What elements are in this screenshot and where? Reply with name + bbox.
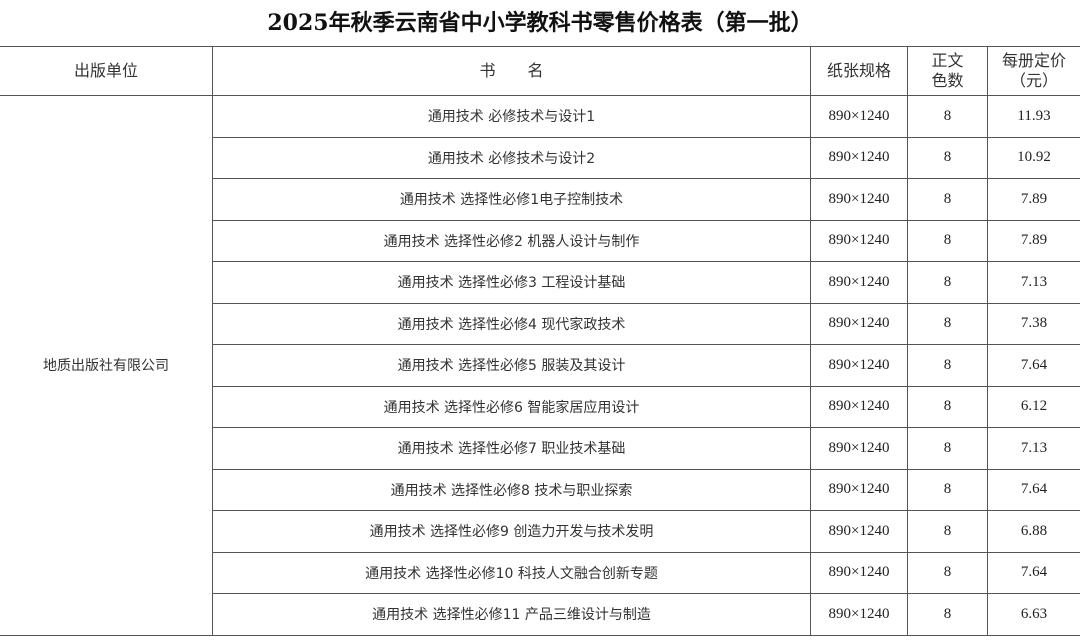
color-count-cell: 8 <box>907 136 988 179</box>
paper-size-cell: 890×1240 <box>810 385 908 428</box>
price-cell: 7.64 <box>987 551 1080 594</box>
price-cell: 10.92 <box>987 136 1080 179</box>
paper-size-cell: 890×1240 <box>810 593 908 636</box>
color-count-cell: 8 <box>907 178 988 221</box>
book-name-cell: 通用技术 选择性必修7 职业技术基础 <box>212 427 811 470</box>
price-cell: 7.64 <box>987 468 1080 511</box>
book-name-cell: 通用技术 选择性必修3 工程设计基础 <box>212 261 811 304</box>
color-count-cell: 8 <box>907 302 988 345</box>
color-count-cell: 8 <box>907 427 988 470</box>
book-name-cell: 通用技术 选择性必修1电子控制技术 <box>212 178 811 221</box>
price-cell: 7.89 <box>987 178 1080 221</box>
book-name-cell: 通用技术 必修技术与设计1 <box>212 95 811 138</box>
publisher-cell: 地质出版社有限公司 <box>0 95 213 636</box>
header-color-count: 正文色数 <box>907 46 988 96</box>
price-cell: 7.13 <box>987 261 1080 304</box>
book-name-cell: 通用技术 选择性必修11 产品三维设计与制造 <box>212 593 811 636</box>
color-count-cell: 8 <box>907 551 988 594</box>
book-name-cell: 通用技术 选择性必修5 服装及其设计 <box>212 344 811 387</box>
book-name-cell: 通用技术 选择性必修9 创造力开发与技术发明 <box>212 510 811 553</box>
color-count-cell: 8 <box>907 344 988 387</box>
page-title: 2025年秋季云南省中小学教科书零售价格表（第一批） <box>267 10 813 36</box>
price-table: 出版单位 书 名 纸张规格 正文色数 每册定价（元） 地质出版社有限公司 通用技术… <box>0 46 1080 636</box>
paper-size-cell: 890×1240 <box>810 468 908 511</box>
paper-size-cell: 890×1240 <box>810 427 908 470</box>
paper-size-cell: 890×1240 <box>810 261 908 304</box>
paper-size-cell: 890×1240 <box>810 136 908 179</box>
table-row: 地质出版社有限公司 通用技术 必修技术与设计1 890×1240 8 11.93 <box>0 95 1080 636</box>
table-row: 通用技术 选择性必修1电子控制技术 890×1240 8 7.89 <box>0 178 1080 221</box>
paper-size-cell: 890×1240 <box>810 510 908 553</box>
header-paper-size: 纸张规格 <box>810 46 908 96</box>
price-cell: 11.93 <box>987 95 1080 138</box>
color-count-cell: 8 <box>907 385 988 428</box>
table-row: 通用技术 选择性必修3 工程设计基础 890×1240 8 7.13 <box>0 261 1080 304</box>
color-count-cell: 8 <box>907 593 988 636</box>
book-name-cell: 通用技术 必修技术与设计2 <box>212 136 811 179</box>
book-name-cell: 通用技术 选择性必修6 智能家居应用设计 <box>212 385 811 428</box>
price-cell: 7.38 <box>987 302 1080 345</box>
color-count-cell: 8 <box>907 510 988 553</box>
book-name-cell: 通用技术 选择性必修2 机器人设计与制作 <box>212 219 811 262</box>
book-name-cell: 通用技术 选择性必修8 技术与职业探索 <box>212 468 811 511</box>
header-price: 每册定价（元） <box>987 46 1080 96</box>
color-count-cell: 8 <box>907 219 988 262</box>
paper-size-cell: 890×1240 <box>810 178 908 221</box>
table-row: 通用技术 选择性必修4 现代家政技术 890×1240 8 7.38 <box>0 302 1080 345</box>
table-row: 通用技术 选择性必修10 科技人文融合创新专题 890×1240 8 7.64 <box>0 551 1080 594</box>
header-row: 出版单位 书 名 纸张规格 正文色数 每册定价（元） <box>0 46 1080 96</box>
paper-size-cell: 890×1240 <box>810 219 908 262</box>
color-count-cell: 8 <box>907 95 988 138</box>
color-count-cell: 8 <box>907 261 988 304</box>
paper-size-cell: 890×1240 <box>810 551 908 594</box>
book-name-cell: 通用技术 选择性必修4 现代家政技术 <box>212 302 811 345</box>
color-count-cell: 8 <box>907 468 988 511</box>
table-row: 通用技术 选择性必修5 服装及其设计 890×1240 8 7.64 <box>0 344 1080 387</box>
paper-size-cell: 890×1240 <box>810 302 908 345</box>
price-cell: 7.13 <box>987 427 1080 470</box>
table-row: 通用技术 必修技术与设计2 890×1240 8 10.92 <box>0 136 1080 179</box>
paper-size-cell: 890×1240 <box>810 95 908 138</box>
header-publisher: 出版单位 <box>0 46 213 96</box>
price-cell: 6.63 <box>987 593 1080 636</box>
table-row: 通用技术 选择性必修2 机器人设计与制作 890×1240 8 7.89 <box>0 219 1080 262</box>
paper-size-cell: 890×1240 <box>810 344 908 387</box>
price-cell: 7.89 <box>987 219 1080 262</box>
price-cell: 6.12 <box>987 385 1080 428</box>
book-name-cell: 通用技术 选择性必修10 科技人文融合创新专题 <box>212 551 811 594</box>
header-book-name: 书 名 <box>212 46 811 96</box>
table-row: 通用技术 选择性必修11 产品三维设计与制造 890×1240 8 6.63 <box>0 593 1080 636</box>
price-cell: 6.88 <box>987 510 1080 553</box>
table-row: 通用技术 选择性必修6 智能家居应用设计 890×1240 8 6.12 <box>0 385 1080 428</box>
price-cell: 7.64 <box>987 344 1080 387</box>
table-row: 通用技术 选择性必修7 职业技术基础 890×1240 8 7.13 <box>0 427 1080 470</box>
